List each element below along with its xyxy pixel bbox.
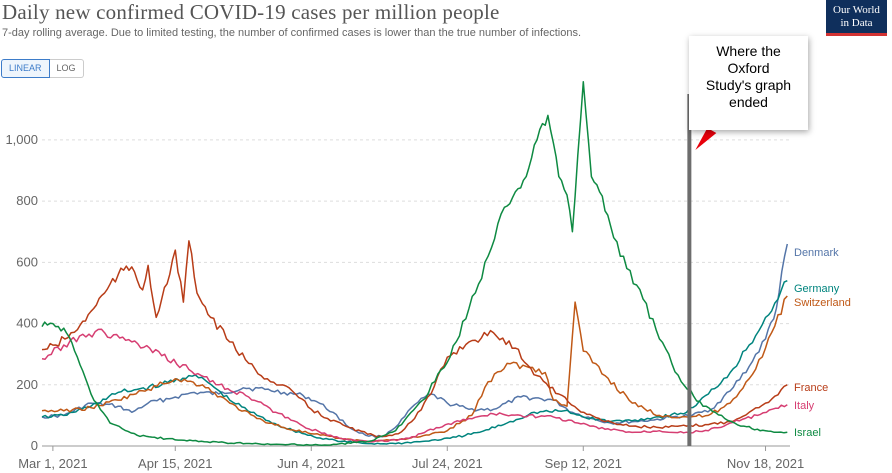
chart-title: Daily new confirmed COVID-19 cases per m… [2,0,500,24]
x-tick-label: Jul 24, 2021 [412,456,483,471]
owid-logo[interactable]: Our World in Data [826,0,887,36]
y-tick-label: 600 [16,254,38,269]
annotation-arrow-icon [695,128,717,150]
y-tick-label: 1,000 [5,132,38,147]
series-label-italy: Italy [794,400,815,412]
x-tick-label: Nov 18, 2021 [727,456,804,471]
x-tick-label: Mar 1, 2021 [18,456,87,471]
scale-toggle: LINEAR LOG [1,59,84,78]
annotation-line-3: Study's graph [705,77,792,93]
logo-line-2: in Data [840,17,873,29]
series-label-denmark: Denmark [794,247,839,259]
series-label-switzerland: Switzerland [794,297,851,309]
series-label-france: France [794,382,828,394]
series-line-italy [41,328,788,443]
x-tick-label: Jun 4, 2021 [277,456,345,471]
annotation-callout: Where the Oxford Study's graph ended [689,36,808,130]
series-label-germany: Germany [794,283,840,295]
y-tick-label: 400 [16,316,38,331]
y-tick-label: 800 [16,193,38,208]
linear-scale-button[interactable]: LINEAR [1,59,50,78]
series-line-israel [41,81,788,447]
x-tick-label: Sep 12, 2021 [545,456,622,471]
series-line-switzerland [41,295,788,443]
series-line-germany [41,280,788,445]
y-tick-label: 0 [31,438,38,453]
series-line-france [41,240,788,438]
chart-subtitle: 7-day rolling average. Due to limited te… [2,27,582,39]
series-line-denmark [41,243,789,438]
annotation-line-4: ended [729,94,768,110]
logo-line-1: Our World [833,4,880,16]
series-label-israel: Israel [794,427,821,439]
annotation-line-1: Where the [716,43,781,59]
x-tick-label: Apr 15, 2021 [138,456,212,471]
y-tick-label: 200 [16,377,38,392]
annotation-line-2: Oxford [727,60,770,76]
log-scale-button[interactable]: LOG [49,59,84,78]
